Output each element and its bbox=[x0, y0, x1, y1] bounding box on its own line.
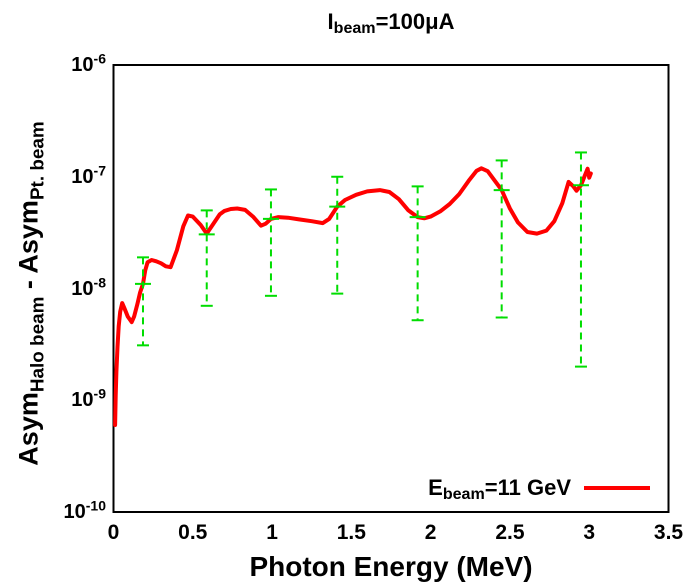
y-tick-exponent: -8 bbox=[93, 273, 106, 290]
y-tick-base: 10 bbox=[63, 501, 86, 523]
x-axis-label: Photon Energy (MeV) bbox=[249, 551, 533, 582]
x-tick-label: 3 bbox=[583, 521, 596, 544]
y-label-sub1: Halo beam bbox=[27, 296, 49, 393]
x-tick-label: 2.5 bbox=[495, 521, 525, 544]
y-tick-exponent: -7 bbox=[93, 162, 106, 179]
y-tick-label: 10-9 bbox=[0, 385, 106, 415]
y-tick-base: 10 bbox=[71, 389, 94, 412]
title-symbol: I bbox=[327, 9, 334, 34]
x-tick-label: 1.5 bbox=[336, 521, 366, 544]
y-tick-label: 10-10 bbox=[0, 497, 106, 527]
title-subscript: beam bbox=[333, 19, 376, 38]
x-tick-label: 0 bbox=[107, 521, 120, 544]
y-tick-base: 10 bbox=[71, 165, 94, 188]
y-tick-exponent: -6 bbox=[93, 50, 106, 67]
title-value: =100μA bbox=[375, 9, 455, 34]
y-tick-label: 10-8 bbox=[0, 274, 106, 304]
data-curve bbox=[113, 166, 593, 427]
plot-frame bbox=[112, 64, 670, 513]
x-tick-label: 1 bbox=[266, 521, 278, 544]
legend-subscript: beam bbox=[442, 485, 485, 504]
legend-value: =11 GeV bbox=[484, 475, 571, 500]
legend-text: Ebeam=11 GeV bbox=[428, 475, 571, 504]
y-tick-label: 10-7 bbox=[0, 162, 106, 192]
y-tick-label: 10-6 bbox=[0, 50, 106, 80]
y-tick-base: 10 bbox=[71, 277, 94, 300]
x-tick-label: 3.5 bbox=[653, 521, 684, 544]
legend-line-sample bbox=[584, 486, 650, 490]
x-tick-label: 0.5 bbox=[178, 521, 208, 544]
y-tick-exponent: -10 bbox=[85, 497, 106, 514]
x-tick-label: 2 bbox=[424, 521, 437, 544]
legend-symbol: E bbox=[428, 475, 443, 500]
chart-title: Ibeam=100μA bbox=[113, 9, 669, 38]
y-tick-exponent: -9 bbox=[93, 385, 106, 402]
y-tick-base: 10 bbox=[71, 54, 94, 76]
legend: Ebeam=11 GeV bbox=[380, 472, 650, 504]
y-label-asym2: Asym bbox=[13, 200, 44, 274]
